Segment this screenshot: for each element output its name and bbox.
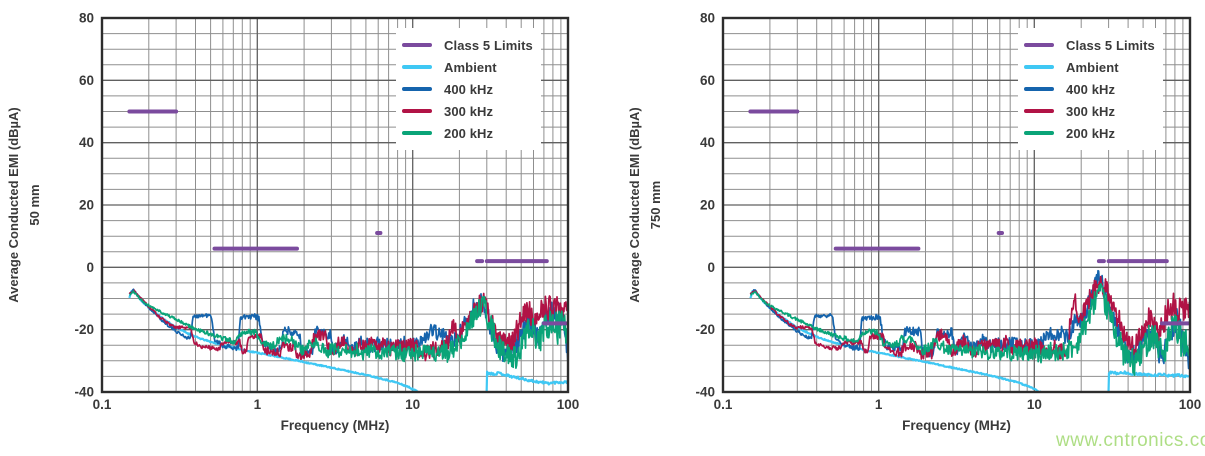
y-tick-label: 40 — [700, 135, 715, 150]
legend-swatch-f300 — [402, 109, 432, 113]
legend-label: Ambient — [444, 59, 497, 75]
legend-label: 200 kHz — [1066, 125, 1116, 141]
legend: Class 5 Limits Ambient 400 kHz 300 kHz 200 k… — [1018, 28, 1163, 150]
y-tick-label: 60 — [700, 73, 715, 88]
x-tick-label: 1 — [875, 397, 883, 412]
chart-svg: 80 60 40 20 0 -20 -400.1 1 10 100 Frequency (MHz) A… — [627, 11, 1202, 434]
legend-label: 200 kHz — [444, 125, 494, 141]
legend-label: Class 5 Limits — [444, 37, 533, 53]
legend-item: Ambient — [402, 56, 533, 78]
legend-swatch-f200 — [1024, 131, 1054, 135]
legend-swatch-f200 — [402, 131, 432, 135]
legend-item: 200 kHz — [1024, 122, 1155, 144]
y-tick-label: -20 — [74, 322, 94, 337]
x-axis-title: Frequency (MHz) — [281, 418, 390, 433]
chart-750mm: 80 60 40 20 0 -20 -40 0.1 1 10 100 Frequency (MHz) A… — [600, 0, 1205, 456]
x-tick-label: 10 — [1027, 397, 1042, 412]
x-axis-title: Frequency (MHz) — [902, 418, 1011, 433]
legend-label: 400 kHz — [1066, 81, 1116, 97]
legend-swatch-f400 — [1024, 87, 1054, 91]
chart-svg: 80 60 40 20 0 -20 -400.1 1 10 100 Frequency (MHz) A… — [6, 11, 580, 434]
y-tick-label: 20 — [700, 198, 715, 213]
y-tick-label: 60 — [79, 73, 94, 88]
series-class-5-limits — [748, 109, 1190, 326]
legend-swatch-ambient — [402, 65, 432, 69]
y-axis-title: Average Conducted EMI (dBµA) — [6, 107, 21, 303]
series-ambient — [749, 289, 1190, 392]
series-ambient — [128, 289, 568, 392]
y-tick-label: 0 — [86, 260, 94, 275]
y-axis-title-distance: 750 mm — [648, 181, 663, 229]
legend-item: 300 kHz — [402, 100, 533, 122]
legend-item: Class 5 Limits — [1024, 34, 1155, 56]
legend-item: 400 kHz — [1024, 78, 1155, 100]
series-200-khz — [129, 290, 568, 369]
y-tick-label: -40 — [74, 385, 94, 400]
series-class-5-limits — [127, 109, 568, 326]
legend-label: Class 5 Limits — [1066, 37, 1155, 53]
x-tick-label: 10 — [405, 397, 420, 412]
y-tick-label: 80 — [79, 11, 94, 26]
y-axis-title: Average Conducted EMI (dBµA) — [627, 107, 642, 303]
series-group — [748, 109, 1190, 392]
y-tick-label: 80 — [700, 11, 715, 26]
legend-item: Class 5 Limits — [402, 34, 533, 56]
legend-swatch-ambient — [1024, 65, 1054, 69]
x-tick-label: 100 — [557, 397, 580, 412]
legend-label: 300 kHz — [1066, 103, 1116, 119]
legend-label: 400 kHz — [444, 81, 494, 97]
y-tick-label: 0 — [707, 260, 715, 275]
y-axis-title-distance: 50 mm — [27, 184, 42, 225]
legend-item: Ambient — [1024, 56, 1155, 78]
legend-swatch-class5 — [402, 43, 432, 47]
legend-label: 300 kHz — [444, 103, 494, 119]
series-group — [127, 109, 568, 392]
legend: Class 5 Limits Ambient 400 kHz 300 kHz 200 k… — [396, 28, 541, 150]
legend-label: Ambient — [1066, 59, 1119, 75]
y-tick-label: -20 — [695, 322, 715, 337]
y-tick-label: 20 — [79, 198, 94, 213]
legend-item: 300 kHz — [1024, 100, 1155, 122]
legend-item: 400 kHz — [402, 78, 533, 100]
plot-border — [100, 16, 570, 394]
watermark: www.cntronics.com — [1056, 430, 1205, 451]
legend-item: 200 kHz — [402, 122, 533, 144]
plot-border — [721, 16, 1192, 394]
chart-50mm: 80 60 40 20 0 -20 -40 0.1 1 10 100 Frequency (MHz) A… — [0, 0, 600, 456]
x-tick-label: 0.1 — [714, 397, 733, 412]
legend-swatch-f300 — [1024, 109, 1054, 113]
x-tick-label: 1 — [254, 397, 262, 412]
x-tick-label: 0.1 — [93, 397, 112, 412]
x-tick-label: 100 — [1179, 397, 1202, 412]
y-tick-label: -40 — [695, 385, 715, 400]
y-tick-label: 40 — [79, 135, 94, 150]
series-200-khz — [750, 282, 1190, 377]
legend-swatch-f400 — [402, 87, 432, 91]
legend-swatch-class5 — [1024, 43, 1054, 47]
